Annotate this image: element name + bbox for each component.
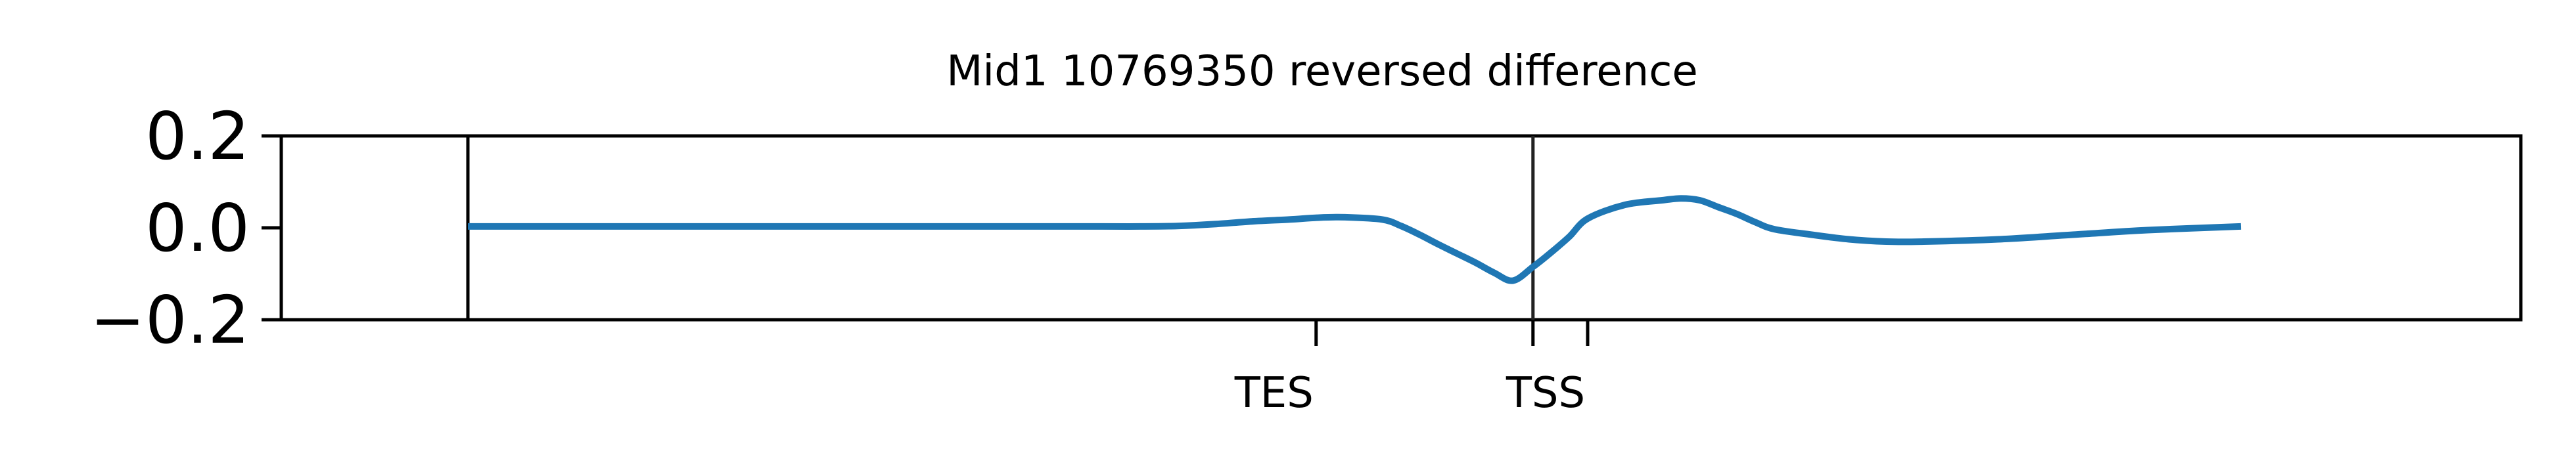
x-tick-label: TES: [1234, 369, 1314, 418]
chart-title: Mid1 10769350 reversed difference: [946, 47, 1698, 96]
axis-ticks: 0.2 0.0 −0.2 TES TSS: [90, 98, 2523, 418]
y-tick-label: 0.2: [145, 98, 250, 175]
series-line: [468, 195, 2242, 284]
y-tick-label: −0.2: [90, 282, 250, 358]
y-tick-label: 0.0: [145, 190, 250, 267]
data-series: [468, 195, 2242, 284]
x-tick-label: TSS: [1506, 369, 1585, 418]
